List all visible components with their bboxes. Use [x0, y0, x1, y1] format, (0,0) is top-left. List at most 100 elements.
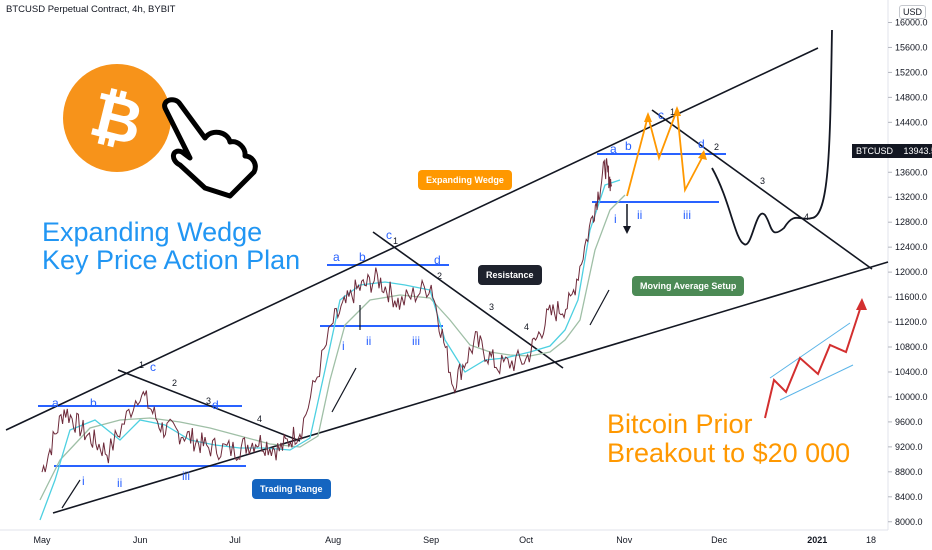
- x-tick-label: Aug: [325, 535, 341, 545]
- breakout-title-line2: Breakout to $20 000: [607, 438, 851, 468]
- wave-label: i: [82, 474, 85, 488]
- wave-label: b: [90, 396, 97, 410]
- breakout-illustration: [764, 298, 867, 419]
- y-tick-label: 12800.0: [895, 217, 928, 227]
- projection-black-curve: [711, 29, 833, 246]
- last-price-tag: BTCUSD 13943.5: [852, 144, 932, 158]
- arrow-august: [331, 367, 357, 413]
- x-tick-label: May: [33, 535, 51, 545]
- y-tick-label: 8800.0: [895, 467, 923, 477]
- wave-label: 3: [489, 302, 495, 312]
- wave-label: b: [359, 250, 366, 264]
- y-tick-label: 13600.0: [895, 167, 928, 177]
- breakout-zigzag: [764, 302, 863, 419]
- y-tick-label: 11200.0: [895, 317, 927, 327]
- y-tick-label: 15600.0: [895, 42, 928, 52]
- wave-label: 4: [804, 212, 810, 222]
- wave-label: d: [434, 253, 441, 267]
- symbol-header: BTCUSD Perpetual Contract, 4h, BYBIT: [6, 4, 176, 15]
- wave-label: iii: [412, 334, 420, 348]
- wedge-lines: [5, 47, 889, 514]
- x-axis-ticks: May Jun Jul Aug Sep Oct Nov Dec 2021 18: [33, 535, 876, 545]
- last-price-symbol: BTCUSD: [856, 146, 894, 156]
- y-tick-label: 10000.0: [895, 392, 928, 402]
- y-tick-label: 11600.0: [895, 292, 927, 302]
- bitcoin-logo-icon: ₿: [63, 64, 171, 172]
- wave-label: c: [658, 108, 664, 122]
- price-axis-panel: [888, 0, 932, 550]
- wave-label: i: [342, 339, 345, 353]
- label-resistance: Resistance: [478, 265, 542, 285]
- moving-average-slow: [39, 194, 626, 501]
- x-tick-label: Nov: [616, 535, 633, 545]
- downtrend-june: [117, 369, 301, 442]
- wave-label: iii: [683, 208, 691, 222]
- y-tick-label: 14400.0: [895, 117, 928, 127]
- arrow-june: [61, 479, 81, 509]
- wave-label: 4: [257, 414, 263, 424]
- wave-label: a: [333, 250, 340, 264]
- x-tick-label: Sep: [423, 535, 439, 545]
- price-series-line: [41, 158, 612, 473]
- wave-label: c: [386, 228, 392, 242]
- pointing-hand-icon: [162, 97, 258, 199]
- wave-label: a: [52, 396, 59, 410]
- downtrend-november: [651, 109, 873, 270]
- wedge-lower-line: [52, 261, 889, 514]
- breakout-title: Bitcoin Prior Breakout to $20 000: [607, 410, 850, 468]
- arrow-october: [589, 289, 610, 326]
- y-tick-label: 9200.0: [895, 442, 923, 452]
- wave-label: c: [150, 360, 156, 374]
- wave-label: 1: [670, 107, 676, 117]
- wave-label: i: [614, 212, 617, 226]
- wave-label: a: [610, 142, 617, 156]
- wave-label: ii: [117, 476, 123, 490]
- wave-label: d: [698, 137, 705, 151]
- wave-label: 4: [524, 322, 530, 332]
- currency-badge[interactable]: USD: [899, 5, 927, 19]
- main-title-line1: Expanding Wedge: [42, 217, 263, 247]
- y-tick-label: 16000.0: [895, 17, 928, 27]
- main-title-line2: Key Price Action Plan: [42, 245, 301, 275]
- breakout-channel-lower: [779, 364, 854, 401]
- main-title: Expanding Wedge Key Price Action Plan: [42, 218, 300, 274]
- label-trading-range: Trading Range: [252, 479, 331, 499]
- y-tick-label: 8400.0: [895, 492, 923, 502]
- wave-label: 2: [714, 142, 720, 152]
- wave-label: 3: [760, 176, 766, 186]
- projection-orange-arrowhead-3: [698, 150, 707, 160]
- y-tick-label: 9600.0: [895, 417, 923, 427]
- arrow-vertical-oct-head: [623, 226, 631, 234]
- y-tick-label: 10400.0: [895, 367, 928, 377]
- x-tick-label: 18: [866, 535, 876, 545]
- wedge-upper-line: [5, 47, 819, 431]
- wave-label: d: [212, 398, 219, 412]
- x-tick-label: Jul: [229, 535, 241, 545]
- x-tick-label: Jun: [133, 535, 148, 545]
- wave-label: 2: [172, 378, 178, 388]
- wave-label: 3: [206, 396, 212, 406]
- label-moving-average-setup: Moving Average Setup: [632, 276, 745, 296]
- wave-label: 1: [393, 236, 399, 246]
- label-expanding-wedge: Expanding Wedge: [418, 170, 512, 190]
- y-tick-label: 12400.0: [895, 242, 928, 252]
- wave-label: ii: [366, 334, 372, 348]
- projection-orange: [626, 109, 705, 197]
- breakout-arrowhead: [856, 298, 867, 310]
- wave-label: iii: [182, 469, 190, 483]
- x-tick-label: Oct: [519, 535, 534, 545]
- y-tick-label: 8000.0: [895, 517, 923, 527]
- breakout-channel-upper: [769, 322, 851, 379]
- y-tick-label: 14800.0: [895, 92, 928, 102]
- wave-label: b: [625, 139, 632, 153]
- x-tick-label: 2021: [807, 535, 827, 545]
- wave-label: 1: [139, 360, 145, 370]
- y-tick-label: 15200.0: [895, 67, 928, 77]
- last-price-value: 13943.5: [903, 146, 932, 156]
- x-tick-label: Dec: [711, 535, 728, 545]
- y-tick-label: 12000.0: [895, 267, 928, 277]
- wave-label: ii: [637, 208, 643, 222]
- wave-label: 2: [437, 271, 443, 281]
